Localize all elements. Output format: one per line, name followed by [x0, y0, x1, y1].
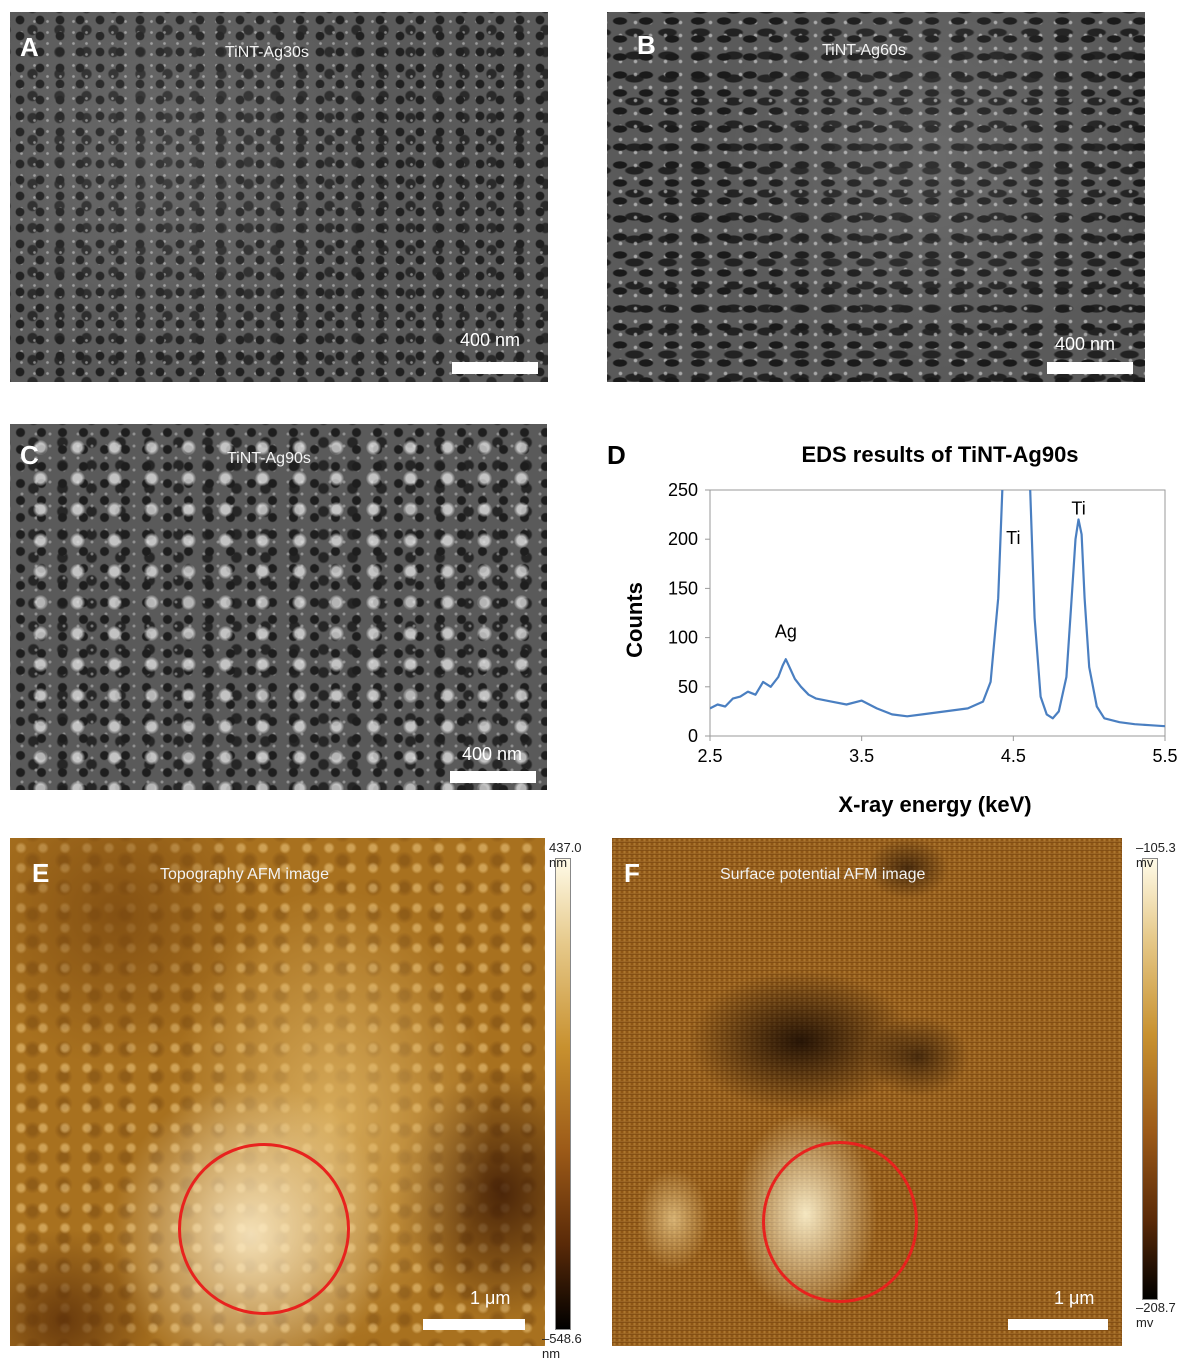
panel-title-b: TiNT-Ag60s [822, 42, 906, 59]
scale-bar-e [423, 1319, 525, 1330]
eds-chart: EDS results of TiNT-Ag90s Counts X-ray e… [622, 442, 1178, 817]
colorbar-min-value-f: –208.7 [1136, 1300, 1176, 1315]
afm-topography-image: E Topography AFM image 1 μm [10, 838, 545, 1346]
chart-y-axis-label: Counts [622, 582, 647, 658]
panel-label-c: C [20, 440, 39, 470]
sem-image-a: A TiNT-Ag30s 400 nm [10, 12, 548, 382]
panel-title-a: TiNT-Ag30s [225, 44, 309, 61]
peak-annotations: Ag Ti Ti [775, 499, 1086, 642]
panel-label-d: D [607, 440, 626, 470]
colorbar-max-value-e: 437.0 [549, 840, 582, 855]
sem-image-c: C TiNT-Ag90s 400 nm [10, 424, 547, 790]
x-tick-label: 4.5 [1001, 746, 1026, 766]
colorbar-f [1142, 858, 1158, 1300]
scale-label-f: 1 μm [1054, 1288, 1095, 1308]
x-ticks: 2.5 3.5 4.5 5.5 [697, 736, 1178, 766]
colorbar-min-e: –548.6 nm [542, 1331, 582, 1361]
colorbar-max-value-f: –105.3 [1136, 840, 1176, 855]
colorbar-max-unit-e: nm [549, 855, 568, 870]
peak-label: Ag [775, 622, 797, 642]
y-tick-label: 200 [668, 529, 698, 549]
x-tick-label: 3.5 [849, 746, 874, 766]
colorbar-max-unit-f: mv [1136, 855, 1154, 870]
x-tick-label: 5.5 [1152, 746, 1177, 766]
colorbar-min-f: –208.7 mv [1136, 1300, 1176, 1330]
scale-bar-f [1008, 1319, 1108, 1330]
peak-label: Ti [1006, 528, 1020, 548]
panel-title-f: Surface potential AFM image [720, 866, 926, 883]
chart-title: EDS results of TiNT-Ag90s [801, 442, 1078, 467]
scale-bar-b [1047, 362, 1133, 374]
highlight-circle-e [178, 1143, 350, 1315]
colorbar-min-unit-f: mv [1136, 1315, 1154, 1330]
x-tick-label: 2.5 [697, 746, 722, 766]
scale-bar-a [452, 362, 538, 374]
colorbar-max-f: –105.3 mv [1136, 840, 1176, 870]
colorbar-e [555, 858, 571, 1330]
scale-bar-c [450, 771, 536, 783]
y-tick-label: 0 [688, 726, 698, 746]
scale-label-a: 400 nm [460, 330, 521, 350]
peak-label: Ti [1071, 499, 1085, 519]
colorbar-min-value-e: –548.6 [542, 1331, 582, 1346]
scale-label-e: 1 μm [470, 1288, 511, 1308]
y-ticks: 0 50 100 150 200 250 [668, 480, 710, 746]
y-tick-label: 250 [668, 480, 698, 500]
eds-spectrum-line [710, 490, 1165, 728]
colorbar-max-e: 437.0 nm [549, 840, 582, 870]
sem-image-b: B TiNT-Ag60s 400 nm [607, 12, 1145, 382]
chart-x-axis-label: X-ray energy (keV) [838, 792, 1031, 817]
scale-label-c: 400 nm [462, 744, 523, 764]
panel-label-e: E [32, 858, 50, 888]
colorbar-min-unit-e: nm [542, 1346, 561, 1361]
y-tick-label: 150 [668, 578, 698, 598]
scale-label-b: 400 nm [1055, 334, 1116, 354]
panel-label-b: B [637, 30, 656, 60]
panel-label-f: F [624, 858, 640, 888]
highlight-circle-f [762, 1141, 918, 1303]
panel-title-c: TiNT-Ag90s [227, 450, 311, 467]
afm-surface-potential-image: F Surface potential AFM image 1 μm [612, 838, 1122, 1346]
y-tick-label: 100 [668, 628, 698, 648]
panel-label-a: A [20, 32, 39, 62]
y-tick-label: 50 [678, 677, 698, 697]
panel-title-e: Topography AFM image [160, 866, 329, 883]
plot-frame [709, 489, 1166, 737]
